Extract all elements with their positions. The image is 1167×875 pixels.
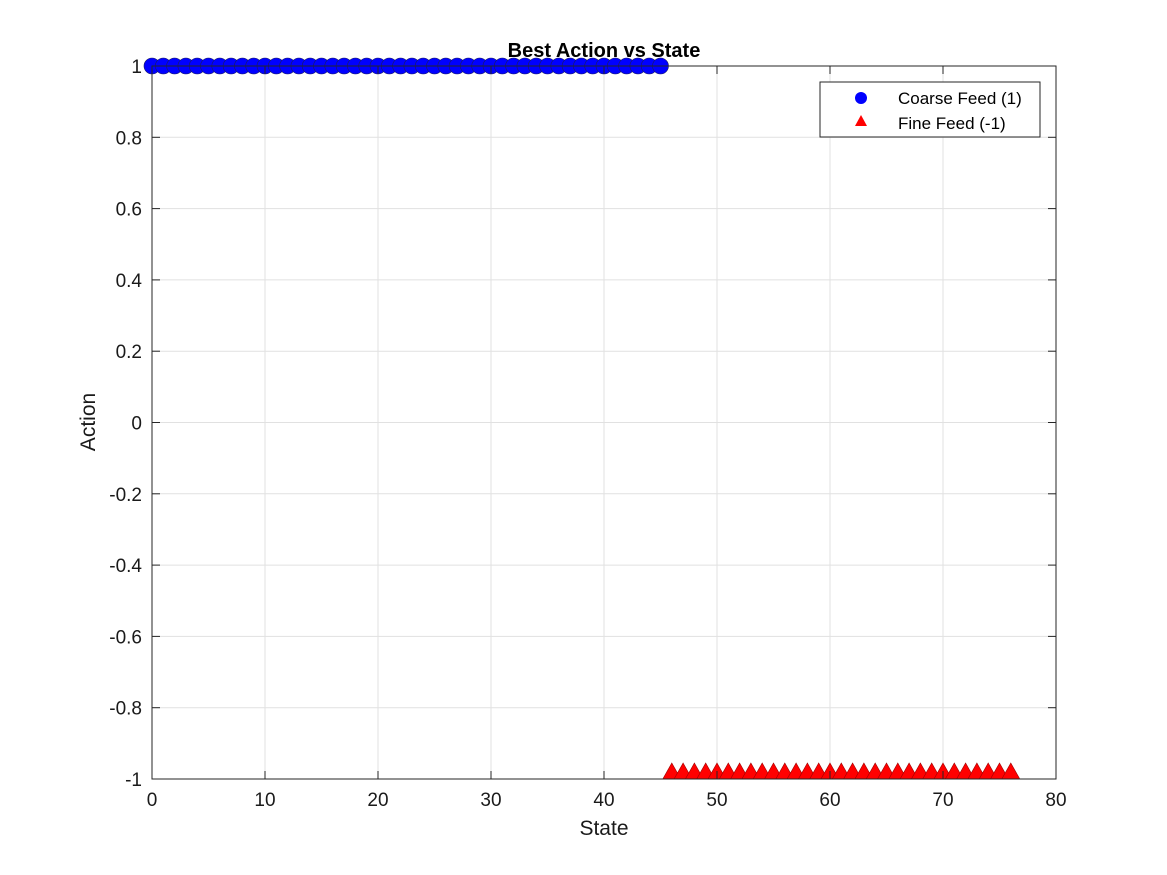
y-tick-label: 0.8 xyxy=(116,128,142,149)
y-tick-label: 1 xyxy=(131,57,142,78)
y-tick-label: 0 xyxy=(131,414,142,435)
legend-marker-fine-feed xyxy=(855,115,867,126)
y-tick-label: 0.4 xyxy=(116,271,143,292)
y-axis-label: Action xyxy=(77,393,100,451)
ticks: 0 10 20 30 40 50 60 70 80 -1 -0.8 -0.6 -0.4 -0.2 0 0.2 0… xyxy=(109,57,1066,811)
x-tick-label: 70 xyxy=(932,790,953,811)
x-tick-label: 80 xyxy=(1045,790,1066,811)
chart-title: Best Action vs State xyxy=(508,40,701,62)
x-tick-label: 30 xyxy=(480,790,501,811)
y-tick-label: 0.2 xyxy=(116,342,142,363)
legend-label-coarse-feed: Coarse Feed (1) xyxy=(898,89,1022,108)
legend-label-fine-feed: Fine Feed (-1) xyxy=(898,114,1006,133)
legend: Coarse Feed (1) Fine Feed (-1) xyxy=(819,81,1041,138)
y-tick-label: -0.6 xyxy=(109,627,142,648)
x-tick-label: 10 xyxy=(254,790,275,811)
x-tick-label: 50 xyxy=(706,790,727,811)
x-tick-label: 60 xyxy=(819,790,840,811)
y-tick-label: -0.4 xyxy=(109,556,142,577)
x-tick-label: 40 xyxy=(593,790,614,811)
series-1 xyxy=(662,762,1021,780)
y-tick-label: -1 xyxy=(125,770,142,791)
legend-marker-coarse-feed xyxy=(855,92,867,104)
x-tick-label: 20 xyxy=(367,790,388,811)
y-tick-label: -0.8 xyxy=(109,699,142,720)
legend-box xyxy=(819,81,1041,138)
y-tick-label: -0.2 xyxy=(109,485,142,506)
x-axis-label: State xyxy=(579,817,628,840)
x-tick-label: 0 xyxy=(147,790,158,811)
y-tick-label: 0.6 xyxy=(116,200,142,221)
